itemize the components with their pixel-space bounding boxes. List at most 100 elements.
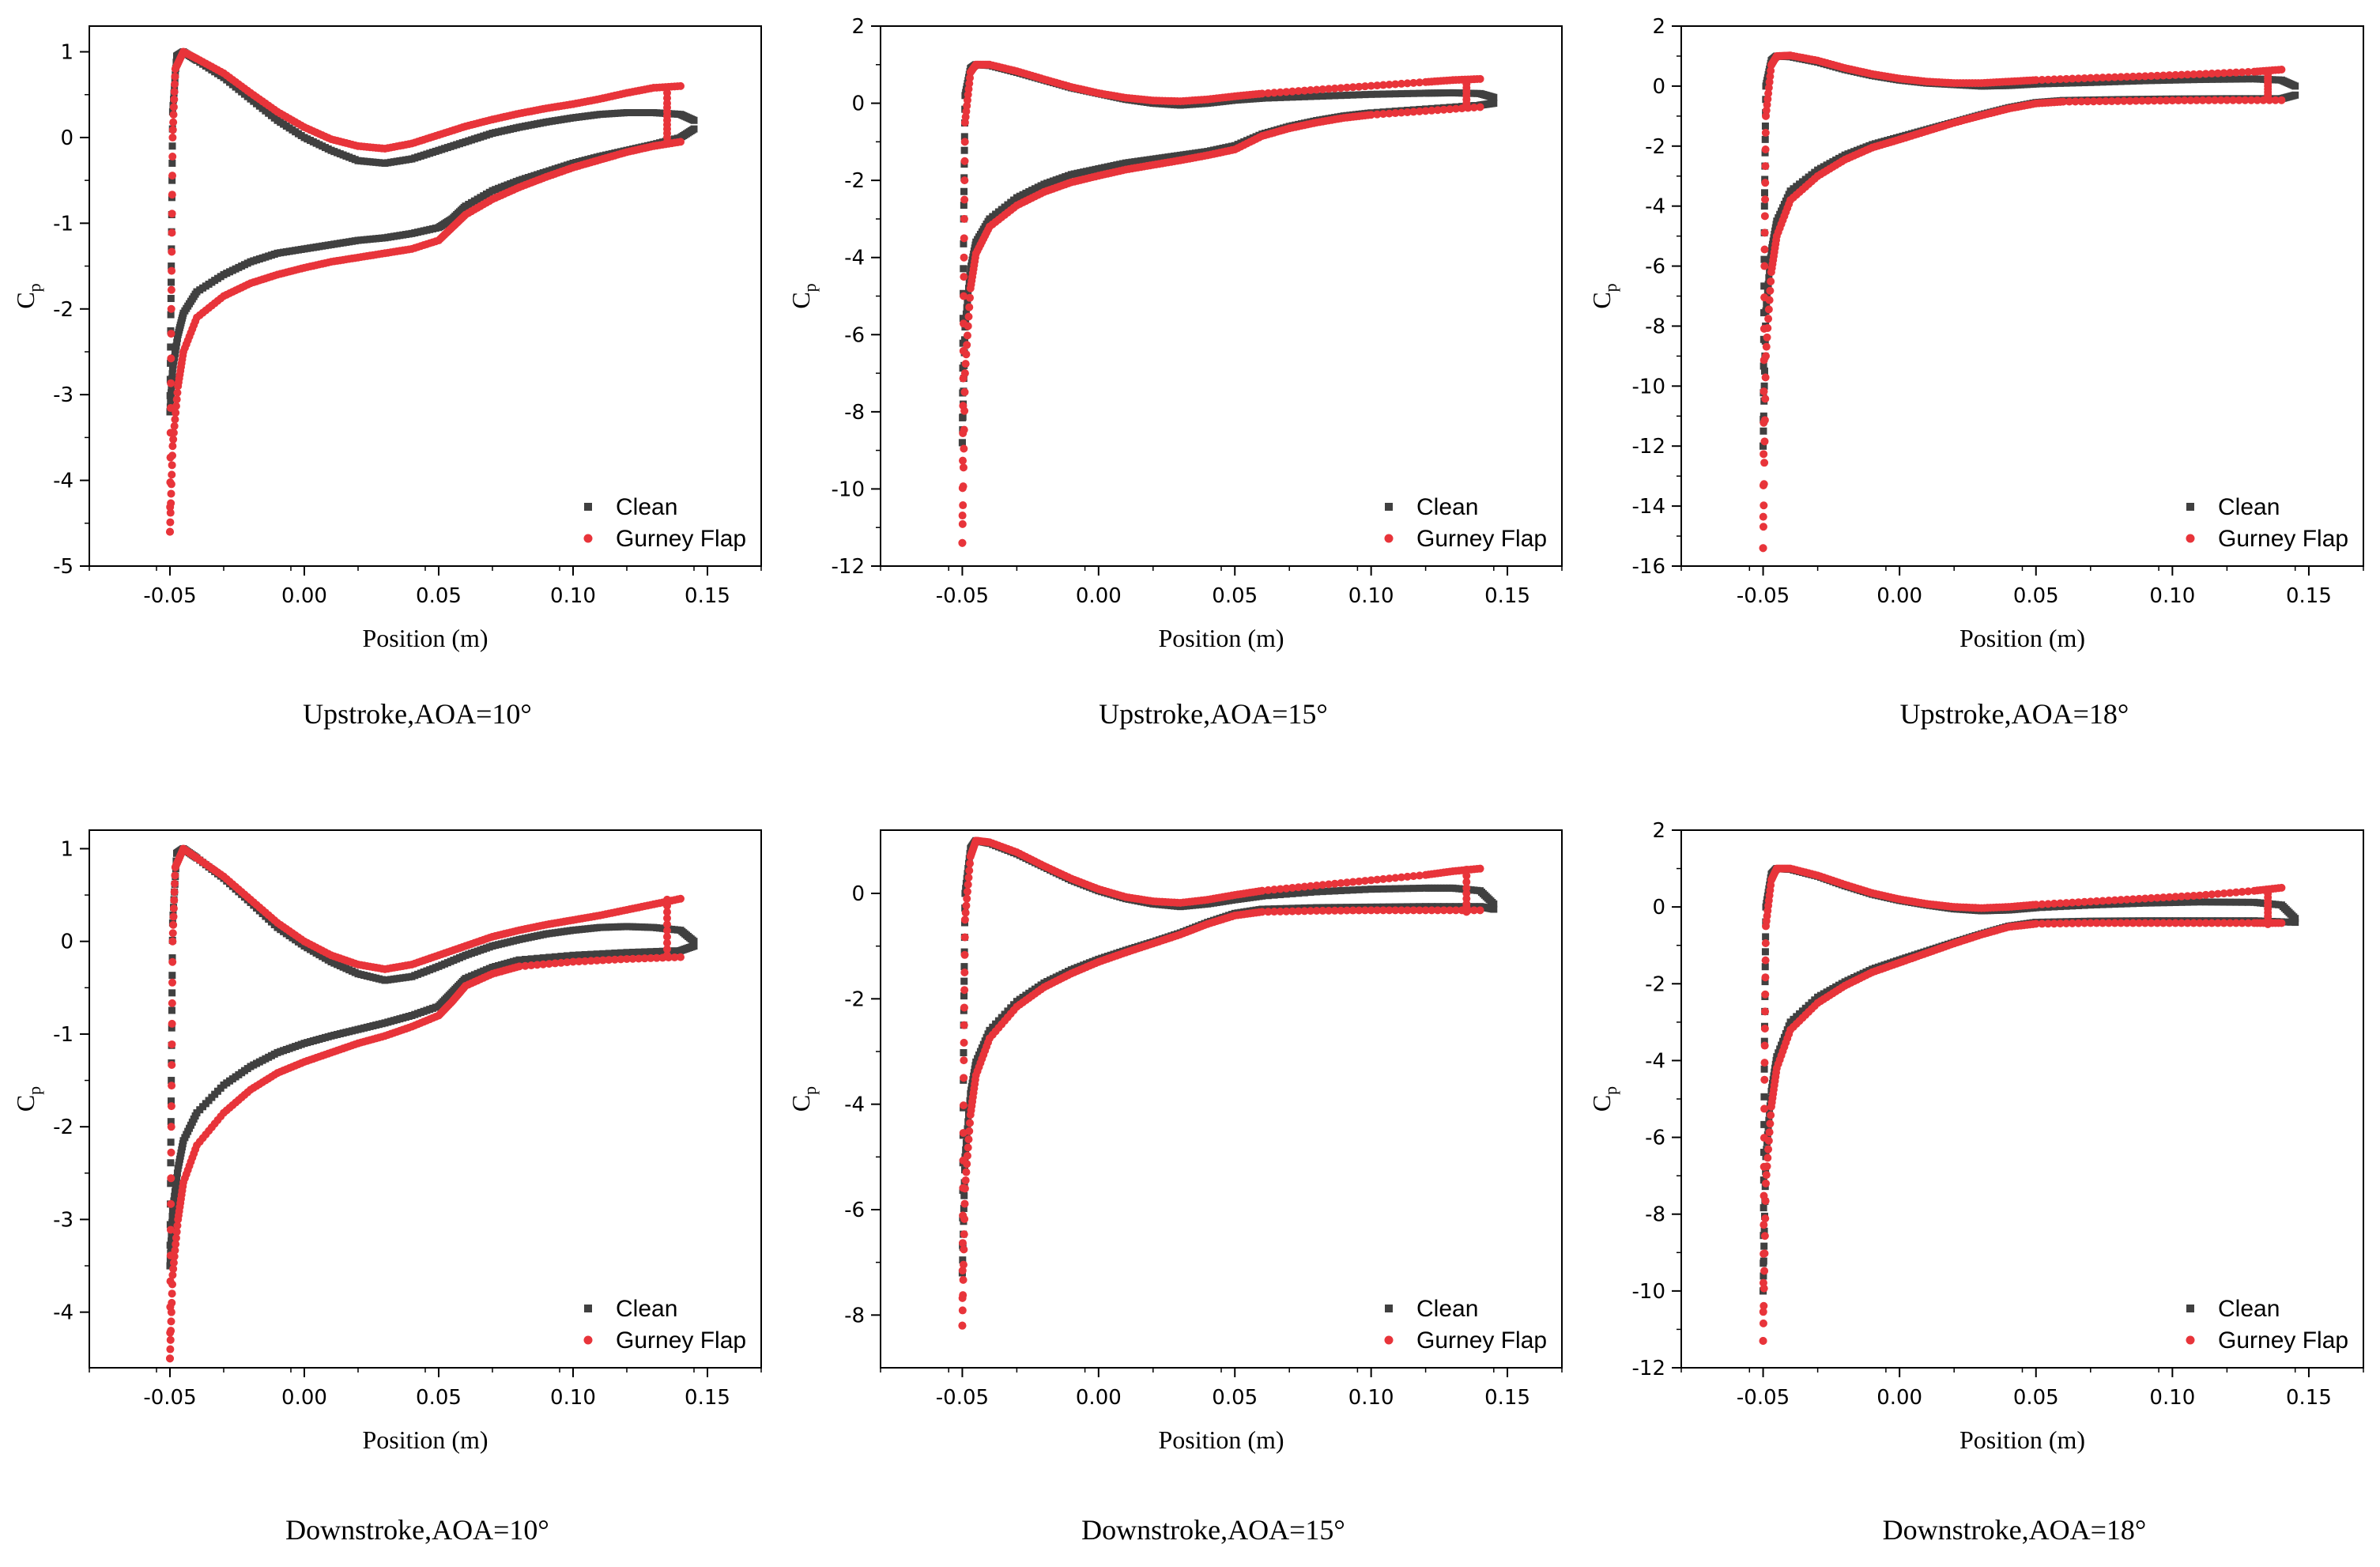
data-point-clean bbox=[168, 262, 175, 270]
data-point-clean bbox=[1282, 93, 1290, 101]
x-tick-label: 0.05 bbox=[2013, 1386, 2059, 1410]
data-point-clean bbox=[1760, 1065, 1768, 1073]
y-tick-label: 0 bbox=[851, 882, 865, 906]
data-point-gurney bbox=[2031, 919, 2040, 928]
data-point-clean bbox=[2087, 78, 2095, 86]
data-point-gurney bbox=[2238, 68, 2246, 77]
data-point-gurney bbox=[1476, 906, 1484, 915]
data-point-clean bbox=[2153, 77, 2161, 85]
data-point-gurney bbox=[960, 1199, 969, 1208]
data-point-clean bbox=[2232, 75, 2240, 83]
data-point-gurney bbox=[1764, 305, 1773, 314]
data-point-gurney bbox=[663, 908, 671, 916]
data-point-clean bbox=[168, 1213, 176, 1221]
data-point-clean bbox=[2129, 900, 2137, 908]
y-axis-label-main: C bbox=[1587, 1095, 1616, 1112]
data-point-gurney bbox=[171, 80, 179, 89]
data-point-gurney bbox=[2083, 97, 2091, 106]
data-point-gurney bbox=[2092, 74, 2101, 82]
data-point-gurney bbox=[1760, 228, 1769, 237]
data-point-gurney bbox=[2135, 894, 2144, 903]
data-point-gurney bbox=[1462, 866, 1471, 874]
data-point-clean bbox=[1761, 337, 1769, 345]
data-point-gurney bbox=[2183, 892, 2192, 901]
data-point-gurney bbox=[960, 157, 969, 165]
data-point-gurney bbox=[168, 228, 176, 237]
y-tick-label: -1 bbox=[53, 212, 74, 236]
data-point-clean bbox=[960, 187, 968, 195]
data-point-gurney bbox=[1385, 109, 1394, 118]
data-point-gurney bbox=[1462, 908, 1471, 916]
data-point-gurney bbox=[168, 461, 176, 470]
data-point-gurney bbox=[2220, 889, 2228, 897]
data-point-gurney bbox=[168, 1040, 176, 1048]
data-point-gurney bbox=[1451, 104, 1460, 113]
data-point-gurney bbox=[1355, 82, 1364, 91]
data-point-gurney bbox=[2077, 97, 2086, 106]
data-point-gurney bbox=[960, 425, 968, 434]
data-point-clean bbox=[527, 955, 535, 963]
data-point-gurney bbox=[168, 999, 176, 1007]
data-point-gurney bbox=[962, 1168, 971, 1176]
data-point-clean bbox=[1761, 978, 1769, 986]
legend-label-gurney: Gurney Flap bbox=[616, 1327, 746, 1354]
data-layer bbox=[958, 836, 1498, 1330]
data-layer bbox=[166, 844, 698, 1363]
data-point-gurney bbox=[663, 920, 671, 929]
data-point-gurney bbox=[1469, 103, 1478, 111]
y-tick-label: 0 bbox=[60, 931, 74, 954]
data-point-gurney bbox=[2174, 96, 2183, 105]
data-point-clean bbox=[581, 950, 589, 958]
data-point-gurney bbox=[1409, 906, 1418, 915]
data-point-gurney bbox=[1348, 83, 1357, 92]
data-point-gurney bbox=[2135, 72, 2144, 81]
data-point-gurney bbox=[1360, 82, 1369, 91]
legend-marker-clean bbox=[584, 1305, 592, 1312]
data-point-gurney bbox=[1307, 882, 1315, 890]
data-point-gurney bbox=[173, 388, 182, 397]
data-point-gurney bbox=[168, 133, 177, 142]
data-point-clean bbox=[2069, 79, 2076, 87]
data-point-clean bbox=[1379, 90, 1387, 98]
data-point-clean bbox=[2214, 898, 2222, 906]
data-point-clean bbox=[1337, 887, 1345, 895]
data-point-gurney bbox=[2086, 897, 2095, 906]
data-point-gurney bbox=[2138, 96, 2147, 105]
y-tick-label: -4 bbox=[844, 247, 865, 270]
data-point-gurney bbox=[1409, 108, 1418, 116]
data-point-gurney bbox=[2132, 96, 2140, 105]
data-point-clean bbox=[2196, 898, 2204, 906]
y-axis-label-sub: p bbox=[25, 1086, 44, 1095]
data-point-gurney bbox=[171, 879, 179, 888]
data-point-clean bbox=[959, 1256, 967, 1264]
chart-caption: Downstroke,AOA=10° bbox=[285, 1514, 549, 1546]
data-point-clean bbox=[1760, 1037, 1768, 1045]
data-point-clean bbox=[960, 992, 968, 1000]
data-point-clean bbox=[2123, 77, 2131, 85]
series-gurney-flap bbox=[958, 836, 1484, 1330]
data-point-gurney bbox=[958, 538, 967, 547]
data-point-gurney bbox=[1764, 1145, 1773, 1154]
data-point-gurney bbox=[2068, 898, 2076, 907]
data-point-gurney bbox=[1446, 105, 1454, 114]
data-point-gurney bbox=[1409, 78, 1418, 87]
y-axis-label-text: Cp bbox=[786, 283, 820, 308]
data-point-clean bbox=[2178, 898, 2186, 906]
data-point-clean bbox=[1765, 274, 1773, 281]
data-point-gurney bbox=[1761, 195, 1770, 204]
x-tick-label: 0.05 bbox=[416, 1386, 462, 1410]
data-point-gurney bbox=[960, 406, 969, 415]
data-point-clean bbox=[2159, 899, 2167, 907]
data-point-gurney bbox=[2244, 887, 2253, 896]
data-point-gurney bbox=[167, 1148, 175, 1157]
data-point-gurney bbox=[2080, 897, 2089, 906]
data-point-clean bbox=[575, 951, 583, 959]
data-point-gurney bbox=[663, 945, 671, 953]
data-point-gurney bbox=[2231, 919, 2240, 927]
data-point-clean bbox=[168, 375, 176, 383]
data-point-gurney bbox=[1446, 906, 1454, 915]
data-point-gurney bbox=[1762, 1171, 1771, 1180]
data-point-gurney bbox=[1767, 277, 1775, 285]
data-point-clean bbox=[557, 953, 565, 961]
